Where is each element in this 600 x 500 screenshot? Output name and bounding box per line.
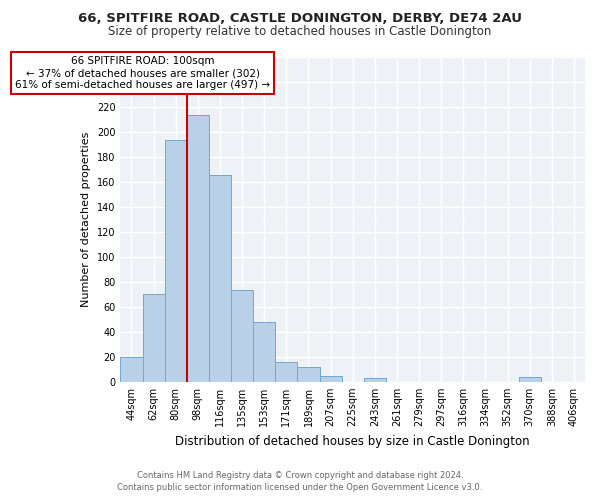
Bar	[231, 290, 253, 382]
Bar	[320, 376, 341, 382]
Bar	[364, 378, 386, 382]
Text: 66, SPITFIRE ROAD, CASTLE DONINGTON, DERBY, DE74 2AU: 66, SPITFIRE ROAD, CASTLE DONINGTON, DER…	[78, 12, 522, 26]
X-axis label: Distribution of detached houses by size in Castle Donington: Distribution of detached houses by size …	[175, 434, 530, 448]
Text: 66 SPITFIRE ROAD: 100sqm
← 37% of detached houses are smaller (302)
61% of semi-: 66 SPITFIRE ROAD: 100sqm ← 37% of detach…	[15, 56, 270, 90]
Text: Contains HM Land Registry data © Crown copyright and database right 2024.
Contai: Contains HM Land Registry data © Crown c…	[118, 471, 482, 492]
Bar	[518, 377, 541, 382]
Bar	[298, 367, 320, 382]
Bar	[275, 362, 298, 382]
Bar	[187, 116, 209, 382]
Y-axis label: Number of detached properties: Number of detached properties	[82, 132, 91, 307]
Bar	[209, 176, 231, 382]
Bar	[121, 357, 143, 382]
Text: Size of property relative to detached houses in Castle Donington: Size of property relative to detached ho…	[109, 25, 491, 38]
Bar	[253, 322, 275, 382]
Bar	[164, 140, 187, 382]
Bar	[143, 294, 164, 382]
